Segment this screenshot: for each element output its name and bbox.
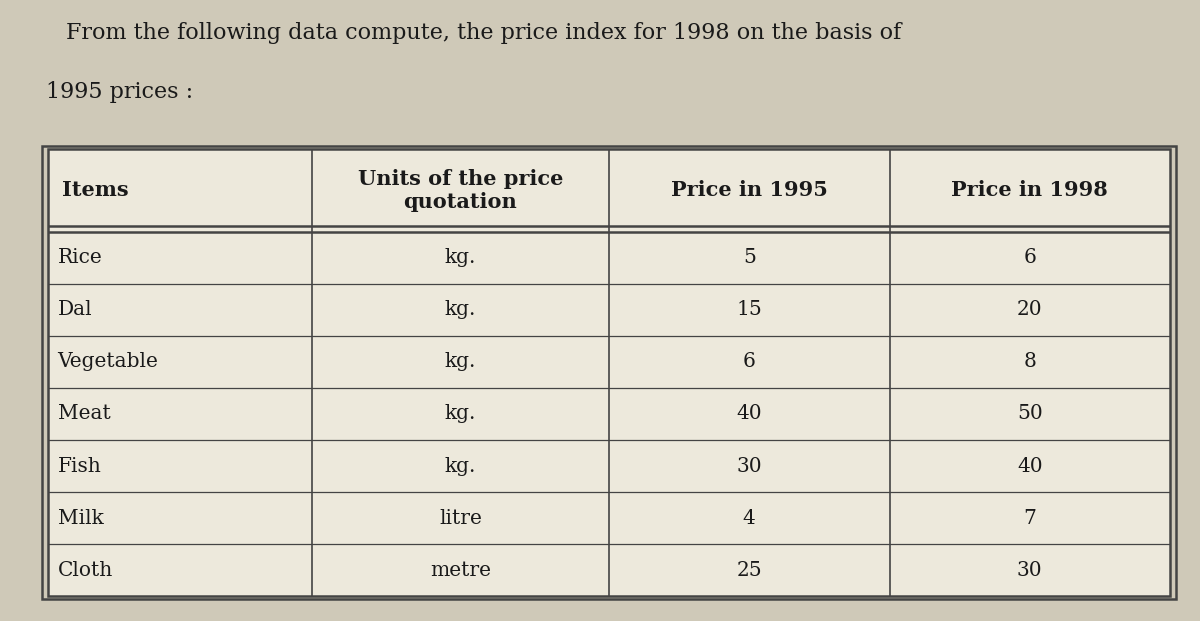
Text: kg.: kg. xyxy=(445,248,476,267)
Text: 50: 50 xyxy=(1016,404,1043,424)
Text: Cloth: Cloth xyxy=(58,561,113,579)
Text: 25: 25 xyxy=(737,561,762,579)
Text: 6: 6 xyxy=(743,352,756,371)
Text: Price in 1995: Price in 1995 xyxy=(671,180,828,201)
Text: kg.: kg. xyxy=(445,301,476,319)
Text: Price in 1998: Price in 1998 xyxy=(952,180,1108,201)
Text: 4: 4 xyxy=(743,509,756,528)
Text: 6: 6 xyxy=(1024,248,1036,267)
Text: 40: 40 xyxy=(1016,456,1043,476)
Text: Milk: Milk xyxy=(58,509,103,528)
Text: 30: 30 xyxy=(737,456,762,476)
Text: Items: Items xyxy=(62,180,130,201)
Text: 15: 15 xyxy=(737,301,762,319)
Text: kg.: kg. xyxy=(445,456,476,476)
Text: Meat: Meat xyxy=(58,404,110,424)
Text: Vegetable: Vegetable xyxy=(58,352,158,371)
Text: 8: 8 xyxy=(1024,352,1036,371)
Text: kg.: kg. xyxy=(445,404,476,424)
Text: Rice: Rice xyxy=(58,248,102,267)
Text: From the following data compute, the price index for 1998 on the basis of: From the following data compute, the pri… xyxy=(66,22,901,43)
Text: 40: 40 xyxy=(737,404,762,424)
Text: litre: litre xyxy=(439,509,481,528)
Text: kg.: kg. xyxy=(445,352,476,371)
Text: 30: 30 xyxy=(1016,561,1043,579)
Text: 7: 7 xyxy=(1024,509,1036,528)
Text: metre: metre xyxy=(430,561,491,579)
Text: Dal: Dal xyxy=(58,301,92,319)
Text: 20: 20 xyxy=(1016,301,1043,319)
Text: 1995 prices :: 1995 prices : xyxy=(46,81,193,102)
Text: Fish: Fish xyxy=(58,456,101,476)
Text: Units of the price
quotation: Units of the price quotation xyxy=(358,169,563,212)
Text: 5: 5 xyxy=(743,248,756,267)
